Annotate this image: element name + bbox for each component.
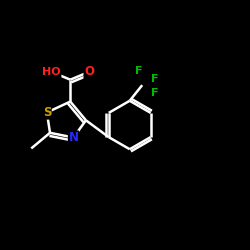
Text: S: S bbox=[42, 106, 51, 119]
Text: O: O bbox=[84, 65, 94, 78]
Text: F: F bbox=[151, 88, 158, 98]
Text: F: F bbox=[151, 74, 158, 84]
Text: F: F bbox=[135, 66, 143, 76]
Text: HO: HO bbox=[42, 67, 61, 77]
Text: N: N bbox=[68, 131, 78, 144]
